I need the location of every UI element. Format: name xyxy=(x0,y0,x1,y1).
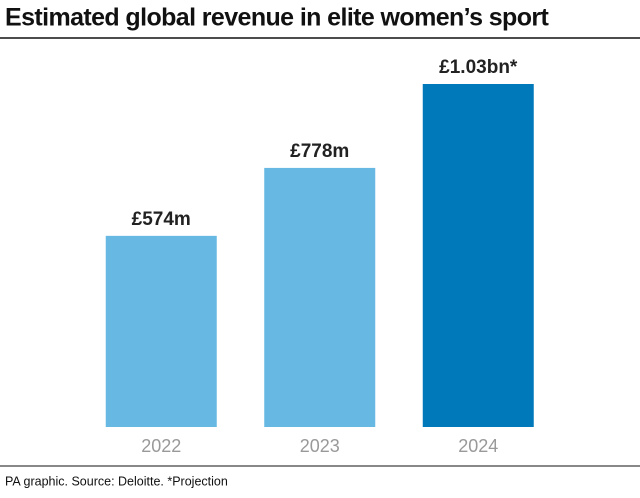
x-tick-label: 2023 xyxy=(300,436,340,456)
bar xyxy=(422,84,534,427)
x-tick-label: 2022 xyxy=(141,436,181,456)
bar xyxy=(105,235,217,427)
chart-title: Estimated global revenue in elite women’… xyxy=(5,4,550,32)
footnote: PA graphic. Source: Deloitte. *Projectio… xyxy=(5,474,228,488)
value-label: £778m xyxy=(290,141,349,162)
bar xyxy=(264,167,376,427)
value-label: £1.03bn* xyxy=(439,57,518,78)
x-tick-label: 2024 xyxy=(458,436,498,456)
value-label: £574m xyxy=(132,209,191,230)
